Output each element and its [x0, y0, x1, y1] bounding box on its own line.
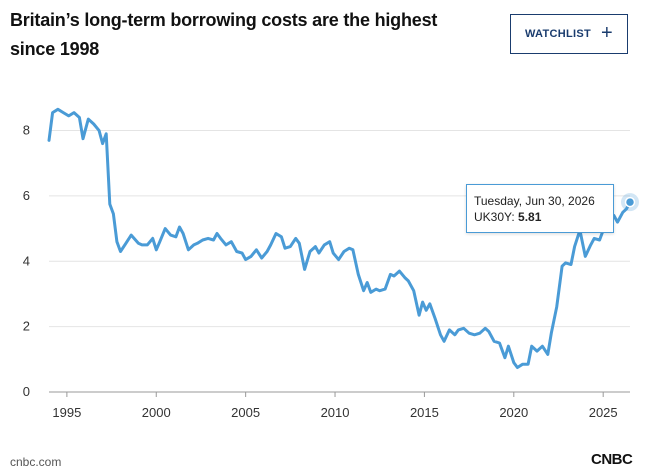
series-line-uk30y — [47, 107, 632, 369]
tooltip-value: 5.81 — [518, 210, 542, 224]
tooltip-date: Tuesday, Jun 30, 2026 — [474, 194, 595, 208]
tooltip-series-label: UK30Y: — [474, 210, 515, 224]
plus-icon: + — [601, 22, 614, 44]
tooltip-value-row: UK30Y: 5.81 — [474, 209, 606, 225]
source-credit: cnbc.com — [10, 455, 62, 469]
y-tick-label: 0 — [23, 384, 30, 399]
y-tick-label: 2 — [23, 319, 30, 334]
hover-point[interactable] — [624, 196, 636, 208]
watchlist-label: WATCHLIST — [524, 28, 592, 40]
y-tick-label: 4 — [23, 253, 30, 268]
x-axis-ticks: 1995 2000 2005 2010 2015 2020 2025 — [52, 392, 618, 420]
tooltip: Tuesday, Jun 30, 2026 UK30Y: 5.81 — [466, 184, 614, 233]
x-tick-label: 2025 — [589, 405, 618, 420]
x-tick-label: 2015 — [410, 405, 439, 420]
x-tick-label: 2020 — [499, 405, 528, 420]
y-tick-label: 6 — [23, 188, 30, 203]
y-tick-label: 8 — [23, 123, 30, 138]
x-tick-label: 1995 — [52, 405, 81, 420]
page-title: Britain’s long-term borrowing costs are … — [10, 10, 438, 59]
x-tick-label: 2010 — [321, 405, 350, 420]
y-axis-ticks: 0 2 4 6 8 — [23, 123, 30, 399]
x-tick-label: 2005 — [231, 405, 260, 420]
watchlist-button[interactable]: WATCHLIST + — [510, 14, 628, 54]
x-tick-label: 2000 — [142, 405, 171, 420]
cnbc-logo: CNBC — [591, 451, 633, 468]
